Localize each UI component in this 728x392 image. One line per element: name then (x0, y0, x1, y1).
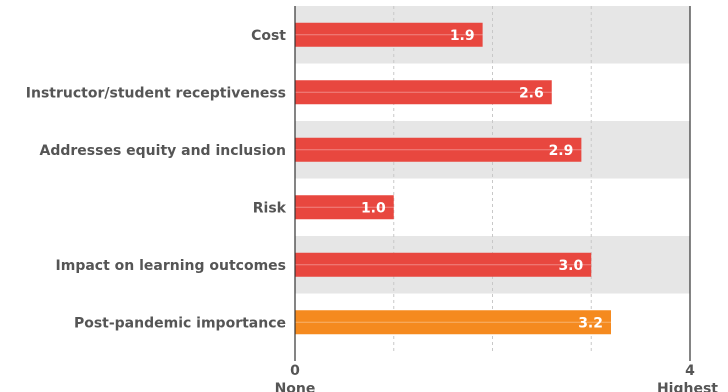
category-label: Post-pandemic importance (74, 315, 286, 331)
bar (295, 137, 582, 162)
category-labels: Cost Instructor/student receptiveness Addr… (26, 28, 287, 332)
tick-label: None (275, 381, 316, 392)
category-label: Instructor/student receptiveness (26, 85, 286, 101)
value-label: 3.2 (578, 315, 603, 331)
value-label: 3.0 (558, 258, 583, 274)
bar (295, 195, 394, 220)
bar (295, 310, 611, 335)
bar (295, 22, 483, 47)
bar (295, 252, 592, 277)
value-label: 2.9 (549, 143, 574, 159)
bar (295, 80, 552, 105)
value-label: 1.0 (361, 200, 386, 216)
value-labels: 1.9 2.6 2.9 1.0 3.0 3.2 (361, 28, 603, 332)
value-label: 2.6 (519, 85, 544, 101)
x-axis: 0 None 4 Highest (275, 6, 718, 392)
category-label: Impact on learning outcomes (56, 258, 286, 274)
value-label: 1.9 (450, 28, 475, 44)
category-label: Addresses equity and inclusion (40, 143, 286, 159)
bars (295, 22, 611, 335)
tick-label: 0 (290, 363, 300, 379)
tick-label: Highest (657, 381, 718, 392)
category-label: Cost (251, 28, 286, 44)
category-label: Risk (253, 200, 287, 216)
tick-label: 4 (685, 363, 695, 379)
